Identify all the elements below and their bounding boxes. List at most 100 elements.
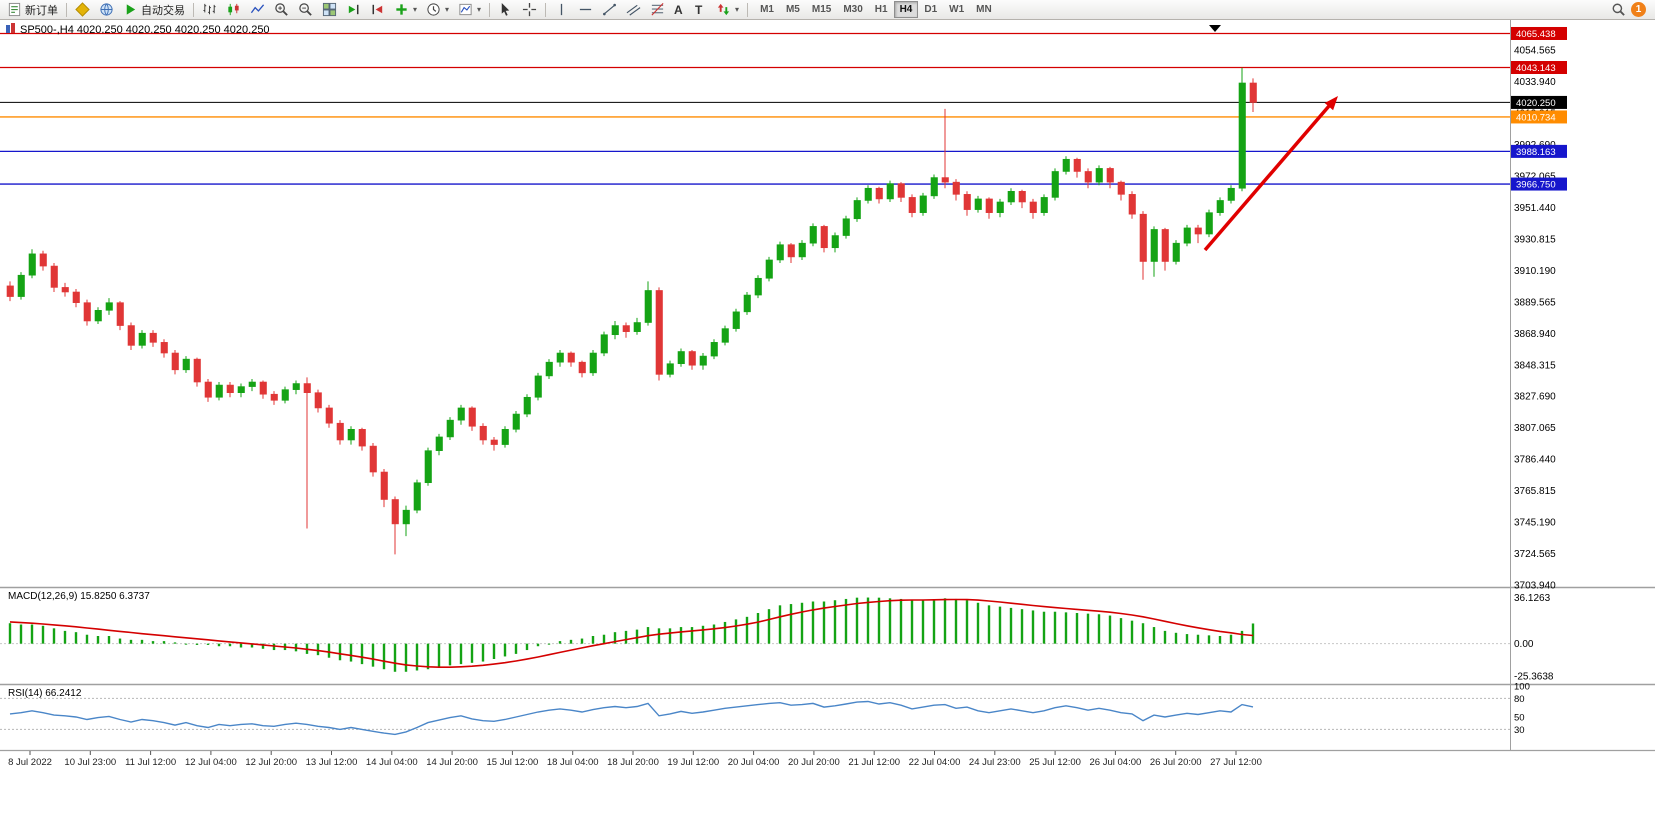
bar-chart-button[interactable] <box>198 1 221 19</box>
vertical-line-tool-button[interactable] <box>550 1 573 19</box>
candlestick-chart-button[interactable] <box>222 1 245 19</box>
horizontal-line-tool-button[interactable] <box>574 1 597 19</box>
rsi-tick-label: 80 <box>1514 694 1525 705</box>
timeframe-w1-button[interactable]: W1 <box>943 1 970 18</box>
zoom-in-button[interactable] <box>270 1 293 19</box>
time-label: 13 Jul 12:00 <box>306 757 358 768</box>
auto-scroll-button[interactable] <box>342 1 365 19</box>
candle-body <box>28 253 36 276</box>
macd-histogram-bar <box>217 643 221 647</box>
time-label: 20 Jul 04:00 <box>728 757 780 768</box>
price-badge <box>1511 144 1567 158</box>
indicators-button[interactable]: ▾ <box>390 1 421 19</box>
timeframe-m5-button[interactable]: M5 <box>780 1 806 18</box>
macd-histogram-bar <box>448 643 452 666</box>
candle-body <box>446 419 454 438</box>
zoom-out-button[interactable] <box>294 1 317 19</box>
chart-canvas[interactable]: 4054.5654033.9404013.3153992.6903972.065… <box>0 20 1655 817</box>
candle-body <box>1205 212 1213 235</box>
mql5-button[interactable] <box>71 1 94 19</box>
macd-histogram-bar <box>327 643 331 658</box>
notification-badge[interactable]: 1 <box>1631 2 1646 17</box>
candle-body <box>391 499 399 525</box>
candle-body <box>1073 158 1081 172</box>
cursor-button[interactable] <box>494 1 517 19</box>
candle-body <box>523 396 531 415</box>
timeframe-d1-button[interactable]: D1 <box>918 1 943 18</box>
rsi-label: RSI(14) 66.2412 <box>8 688 82 699</box>
line-chart-button[interactable] <box>246 1 269 19</box>
chart-shift-button[interactable] <box>366 1 389 19</box>
new-order-button[interactable]: 新订单 <box>3 1 62 19</box>
timeframe-m1-button[interactable]: M1 <box>754 1 780 18</box>
macd-histogram-bar <box>8 623 12 644</box>
candlestick-icon <box>228 3 239 16</box>
candle-body <box>875 187 883 200</box>
macd-histogram-bar <box>778 605 782 644</box>
candle-body <box>204 381 212 398</box>
toolbar-separator <box>193 2 194 17</box>
macd-histogram-bar <box>844 598 848 644</box>
macd-histogram-bar <box>371 643 375 667</box>
macd-histogram-bar <box>712 624 716 644</box>
candle-body <box>1040 197 1048 213</box>
dropdown-caret: ▾ <box>445 5 450 14</box>
candle-body <box>479 425 487 441</box>
timeframe-h4-button[interactable]: H4 <box>893 1 919 18</box>
candle-body <box>974 198 982 210</box>
candle-body <box>919 195 927 213</box>
macd-histogram-bar <box>1097 614 1101 644</box>
channel-tool-button[interactable] <box>622 1 645 19</box>
new-order-icon <box>8 2 21 17</box>
trendline-tool-button[interactable] <box>598 1 621 19</box>
macd-histogram-bar <box>789 604 793 644</box>
fibonacci-tool-button[interactable] <box>646 1 669 19</box>
search-button[interactable] <box>1607 1 1630 19</box>
candle-body <box>226 384 234 393</box>
macd-histogram-bar <box>668 628 672 644</box>
macd-histogram-bar <box>107 636 111 644</box>
tile-windows-button[interactable] <box>318 1 341 19</box>
price-badge-label: 3988.163 <box>1516 147 1556 158</box>
candle-body <box>105 302 113 311</box>
time-label: 21 Jul 12:00 <box>848 757 900 768</box>
macd-histogram-bar <box>745 616 749 644</box>
candle-body <box>985 198 993 213</box>
macd-histogram-bar <box>184 643 188 645</box>
trendline-icon <box>603 3 617 16</box>
macd-histogram-bar <box>723 621 727 644</box>
trend-arrow[interactable] <box>1203 104 1331 252</box>
macd-histogram-bar <box>1086 613 1090 644</box>
timeframe-m30-button[interactable]: M30 <box>837 1 868 18</box>
market-button[interactable] <box>95 1 118 19</box>
label-tool-button[interactable]: T <box>691 1 711 19</box>
autotrading-button[interactable]: 自动交易 <box>119 1 189 19</box>
arrows-tool-button[interactable]: ▾ <box>712 1 743 19</box>
macd-histogram-bar <box>954 598 958 644</box>
crosshair-button[interactable] <box>518 1 541 19</box>
time-label: 22 Jul 04:00 <box>909 757 961 768</box>
candle-body <box>1227 187 1235 201</box>
text-tool-button[interactable]: A <box>670 1 690 19</box>
price-tick-label: 3930.815 <box>1514 234 1556 245</box>
macd-histogram-bar <box>822 601 826 644</box>
dropdown-caret: ▾ <box>735 5 740 14</box>
time-label: 14 Jul 04:00 <box>366 757 418 768</box>
peri­ods-button[interactable]: ▾ <box>422 1 453 19</box>
top-marker-triangle[interactable] <box>1209 25 1221 32</box>
candle-body <box>622 325 630 332</box>
templates-button[interactable]: ▾ <box>454 1 485 19</box>
macd-histogram-bar <box>976 602 980 644</box>
zoom-in-icon <box>275 3 288 16</box>
candle-body <box>721 328 729 343</box>
macd-histogram-bar <box>195 643 199 645</box>
timeframe-mn-button[interactable]: MN <box>970 1 998 18</box>
timeframe-h1-button[interactable]: H1 <box>869 1 894 18</box>
candle-body <box>1128 194 1136 215</box>
candle-body <box>314 392 322 409</box>
candle-body <box>435 436 443 451</box>
trend-arrow-head[interactable] <box>1324 96 1338 111</box>
price-tick-label: 3724.565 <box>1514 549 1556 560</box>
timeframe-m15-button[interactable]: M15 <box>806 1 837 18</box>
time-label: 14 Jul 20:00 <box>426 757 478 768</box>
